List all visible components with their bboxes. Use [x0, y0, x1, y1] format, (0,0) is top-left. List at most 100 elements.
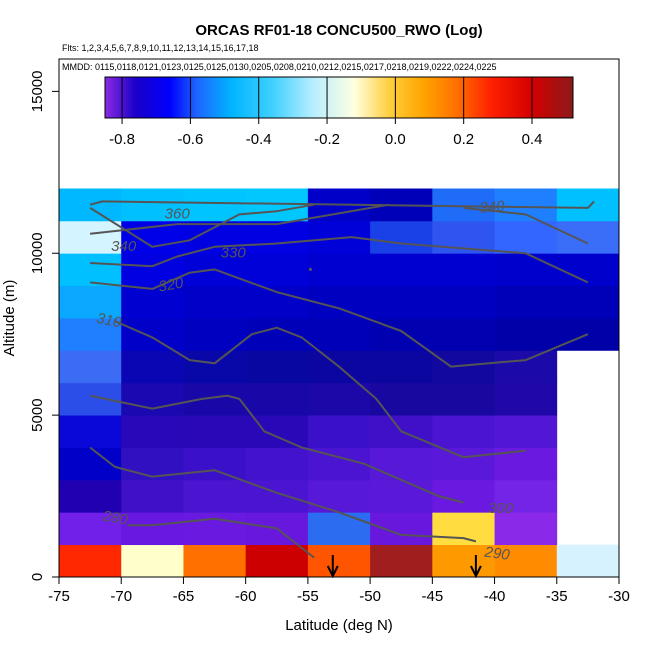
heatmap-cell: [59, 253, 122, 287]
heatmap-cell: [494, 285, 558, 319]
heatmap-cell: [370, 285, 433, 319]
heatmap-cell: [307, 479, 371, 513]
heatmap-cell: [59, 382, 122, 416]
heatmap-cell: [432, 512, 495, 546]
heatmap-cell: [494, 382, 558, 416]
y-tick-label: 5000: [29, 398, 46, 431]
profile-markers: [326, 555, 482, 579]
heatmap-cell: [183, 285, 247, 319]
heatmap-cell: [494, 253, 558, 287]
x-axis: -75 -70 -65 -60 -55 -50 -45 -40 -35 -30: [48, 577, 630, 605]
heatmap-cell: [556, 318, 620, 351]
colorbar-tick-label: -0.2: [314, 131, 340, 148]
contour-dot: [308, 267, 312, 271]
colorbar-tick-label: 0.0: [385, 131, 406, 148]
heatmap-cell: [432, 415, 495, 448]
colorbar-tick-label: 0.2: [453, 131, 474, 148]
x-tick-label: -40: [484, 588, 506, 605]
contour-label: 330: [221, 244, 247, 261]
colorbar: -0.8 -0.6 -0.4 -0.2 0.0 0.2 0.4: [104, 76, 574, 148]
heatmap-cell: [245, 220, 309, 254]
heatmap-cell: [121, 285, 184, 319]
heatmap-cell: [307, 447, 371, 481]
contour-line: [89, 394, 464, 504]
heatmap-cell: [307, 512, 371, 546]
contour-label: 280: [100, 507, 129, 528]
x-tick-label: -50: [359, 588, 381, 605]
contour-label: 290: [483, 543, 512, 564]
x-tick-label: -55: [297, 588, 319, 605]
contour-label: 360: [165, 205, 191, 222]
heatmap-cell: [183, 415, 247, 448]
heatmap-cell: [183, 479, 247, 513]
heatmap-cell: [432, 188, 495, 222]
heatmap-cell: [370, 253, 433, 287]
heatmap-cell: [183, 350, 247, 384]
heatmap-cell: [307, 318, 371, 351]
heatmap-cell: [245, 253, 309, 287]
heatmap-cell: [183, 318, 247, 351]
contour-labels: 360 340 330 320 310 340 300 290 280: [95, 198, 514, 564]
colorbar-tick-label: 0.4: [522, 131, 543, 148]
heatmap-cell: [121, 479, 184, 513]
heatmap-cell: [59, 220, 122, 254]
chart-title: ORCAS RF01-18 CONCU500_RWO (Log): [195, 22, 482, 39]
colorbar-gradient: [104, 76, 574, 119]
heatmap-cell: [307, 382, 371, 416]
heatmap-cell: [59, 318, 122, 351]
heatmap-cell: [245, 544, 309, 578]
heatmap-cell: [307, 544, 371, 578]
heatmap-cell: [59, 544, 122, 578]
heatmap-cell: [121, 188, 184, 222]
plot-frame: [58, 58, 620, 578]
contour-line: [463, 206, 589, 245]
heatmap-cells: [59, 188, 620, 578]
contour-line: [89, 200, 595, 209]
contour-line: [89, 268, 589, 368]
dates-text: MMDD: 0115,0118,0121,0123,0125,0125,0130…: [62, 62, 497, 72]
heatmap-cell: [59, 285, 122, 319]
heatmap-cell: [245, 350, 309, 384]
heatmap-cell: [307, 415, 371, 448]
x-tick-label: -60: [235, 588, 257, 605]
heatmap-cell: [59, 350, 122, 384]
x-axis-label: Latitude (deg N): [285, 617, 393, 634]
contour-label: 340: [479, 198, 506, 217]
heatmap-cell: [121, 382, 184, 416]
heatmap-cell: [121, 350, 184, 384]
heatmap-cell: [245, 285, 309, 319]
heatmap-cell: [183, 544, 247, 578]
y-tick-label: 0: [29, 573, 46, 581]
flights-text: Flts: 1,2,3,4,5,6,7,8,9,10,11,12,13,14,1…: [62, 43, 258, 53]
y-tick-label: 15000: [29, 71, 46, 113]
x-tick-label: -75: [48, 588, 70, 605]
colorbar-tick-label: -0.4: [246, 131, 272, 148]
heatmap-cell: [494, 544, 558, 578]
heatmap-cell: [307, 253, 371, 287]
heatmap-cell: [370, 220, 433, 254]
contour-label: 320: [157, 274, 185, 295]
x-tick-label: -70: [110, 588, 132, 605]
heatmap-cell: [556, 285, 620, 319]
heatmap-cell: [494, 318, 558, 351]
contour-line: [90, 236, 589, 284]
heatmap-cell: [121, 512, 184, 546]
contour-line: [127, 517, 315, 559]
contour-line: [89, 203, 389, 235]
heatmap-cell: [370, 544, 433, 578]
heatmap-cell: [432, 382, 495, 416]
colorbar-tick-label: -0.6: [177, 131, 203, 148]
contour-lines: [89, 200, 595, 559]
heatmap-cell: [556, 220, 620, 254]
heatmap-cell: [370, 447, 433, 481]
heatmap-cell: [432, 350, 495, 384]
heatmap-cell: [432, 285, 495, 319]
heatmap-cell: [494, 415, 558, 448]
heatmap-cell: [494, 188, 558, 222]
heatmap-cell: [494, 350, 558, 384]
x-tick-label: -30: [608, 588, 630, 605]
heatmap-cell: [432, 447, 495, 481]
colorbar-ticks: -0.8 -0.6 -0.4 -0.2 0.0 0.2 0.4: [109, 77, 542, 148]
y-axis-label: Altitude (m): [1, 280, 18, 357]
heatmap-cell: [370, 350, 433, 384]
